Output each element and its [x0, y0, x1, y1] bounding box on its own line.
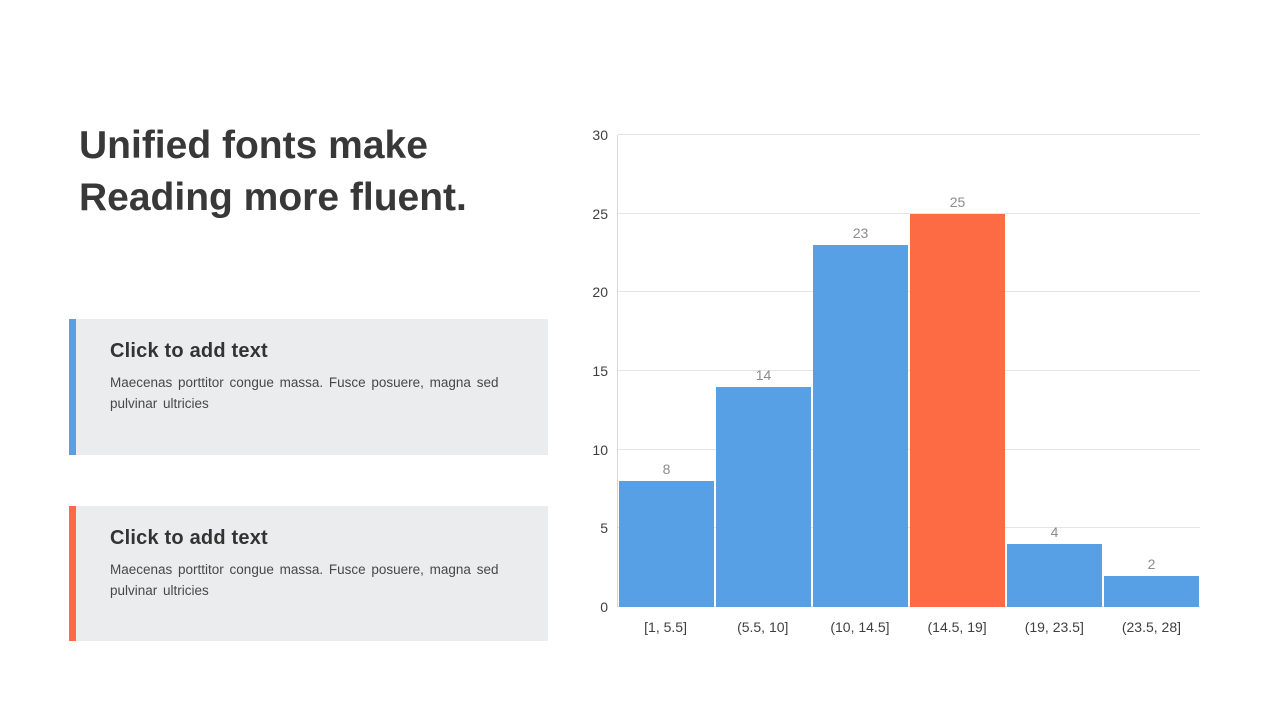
bar-slot-3: 25 [909, 135, 1006, 607]
y-tick-label-10: 10 [592, 441, 608, 458]
bar-value-label-0: 8 [662, 461, 671, 478]
callout-1-body: Maecenas porttitor congue massa. Fusce p… [110, 375, 499, 411]
y-axis-tick-labels: 0 5 10 15 20 25 30 [560, 128, 608, 614]
plot-area: 8 14 23 25 4 2 [617, 134, 1200, 607]
bar-slot-1: 14 [715, 135, 812, 607]
x-tick-label-1: (5.5, 10] [737, 619, 789, 635]
bar-value-label-2: 23 [852, 225, 869, 242]
slide-title-line-2: Reading more fluent. [79, 176, 467, 219]
callout-1-heading[interactable]: Click to add text [110, 340, 268, 362]
bar-value-label-5: 2 [1147, 555, 1156, 572]
y-tick-label-25: 25 [592, 205, 608, 222]
bar-slot-5: 2 [1103, 135, 1200, 607]
callout-2-heading[interactable]: Click to add text [110, 527, 268, 549]
callout-1-content: Click to add text Maecenas porttitor con… [76, 319, 520, 455]
x-axis-tick-labels: [1, 5.5] (5.5, 10] (10, 14.5] (14.5, 19] (19… [617, 619, 1200, 637]
slide-title-line-1: Unified fonts make [79, 124, 428, 167]
bar-value-label-3: 25 [949, 193, 966, 210]
callout-box-2[interactable]: Click to add text Maecenas porttitor con… [69, 506, 548, 641]
gridline-15 [618, 370, 1200, 371]
y-tick-label-5: 5 [600, 520, 608, 537]
slide-title[interactable]: Unified fonts make Reading more fluent. [79, 120, 549, 224]
callout-1-accent-bar [69, 319, 76, 455]
bar-1[interactable] [716, 386, 811, 607]
bar-0[interactable] [619, 481, 714, 607]
x-tick-label-3: (14.5, 19] [927, 619, 987, 635]
x-tick-label-4: (19, 23.5] [1024, 619, 1084, 635]
bar-4[interactable] [1007, 544, 1102, 607]
x-tick-label-5: (23.5, 28] [1121, 619, 1182, 635]
x-tick-label-2: (10, 14.5] [830, 619, 890, 635]
bar-slot-2: 23 [812, 135, 909, 607]
callout-box-1[interactable]: Click to add text Maecenas porttitor con… [69, 319, 548, 455]
y-tick-label-20: 20 [592, 284, 608, 301]
bar-slot-0: 8 [618, 135, 715, 607]
gridline-20 [618, 291, 1200, 293]
gridline-0 [618, 606, 1200, 607]
callout-2-content: Click to add text Maecenas porttitor con… [76, 506, 520, 641]
bar-value-label-4: 4 [1050, 524, 1059, 541]
bar-5[interactable] [1104, 575, 1199, 607]
bar-slot-4: 4 [1006, 135, 1103, 607]
bar-2[interactable] [813, 245, 908, 607]
gridline-5 [618, 527, 1200, 529]
bar-value-label-1: 14 [755, 366, 772, 383]
gridline-25 [618, 212, 1200, 214]
y-tick-label-15: 15 [592, 363, 608, 379]
y-tick-label-30: 30 [592, 127, 608, 143]
x-tick-label-0: [1, 5.5] [644, 619, 687, 635]
bar-3[interactable] [910, 213, 1005, 607]
callout-2-accent-bar [69, 506, 76, 641]
gridline-30 [618, 134, 1200, 135]
gridline-10 [618, 448, 1200, 450]
y-tick-label-0: 0 [600, 599, 608, 615]
callout-2-body: Maecenas porttitor congue massa. Fusce p… [110, 562, 499, 598]
